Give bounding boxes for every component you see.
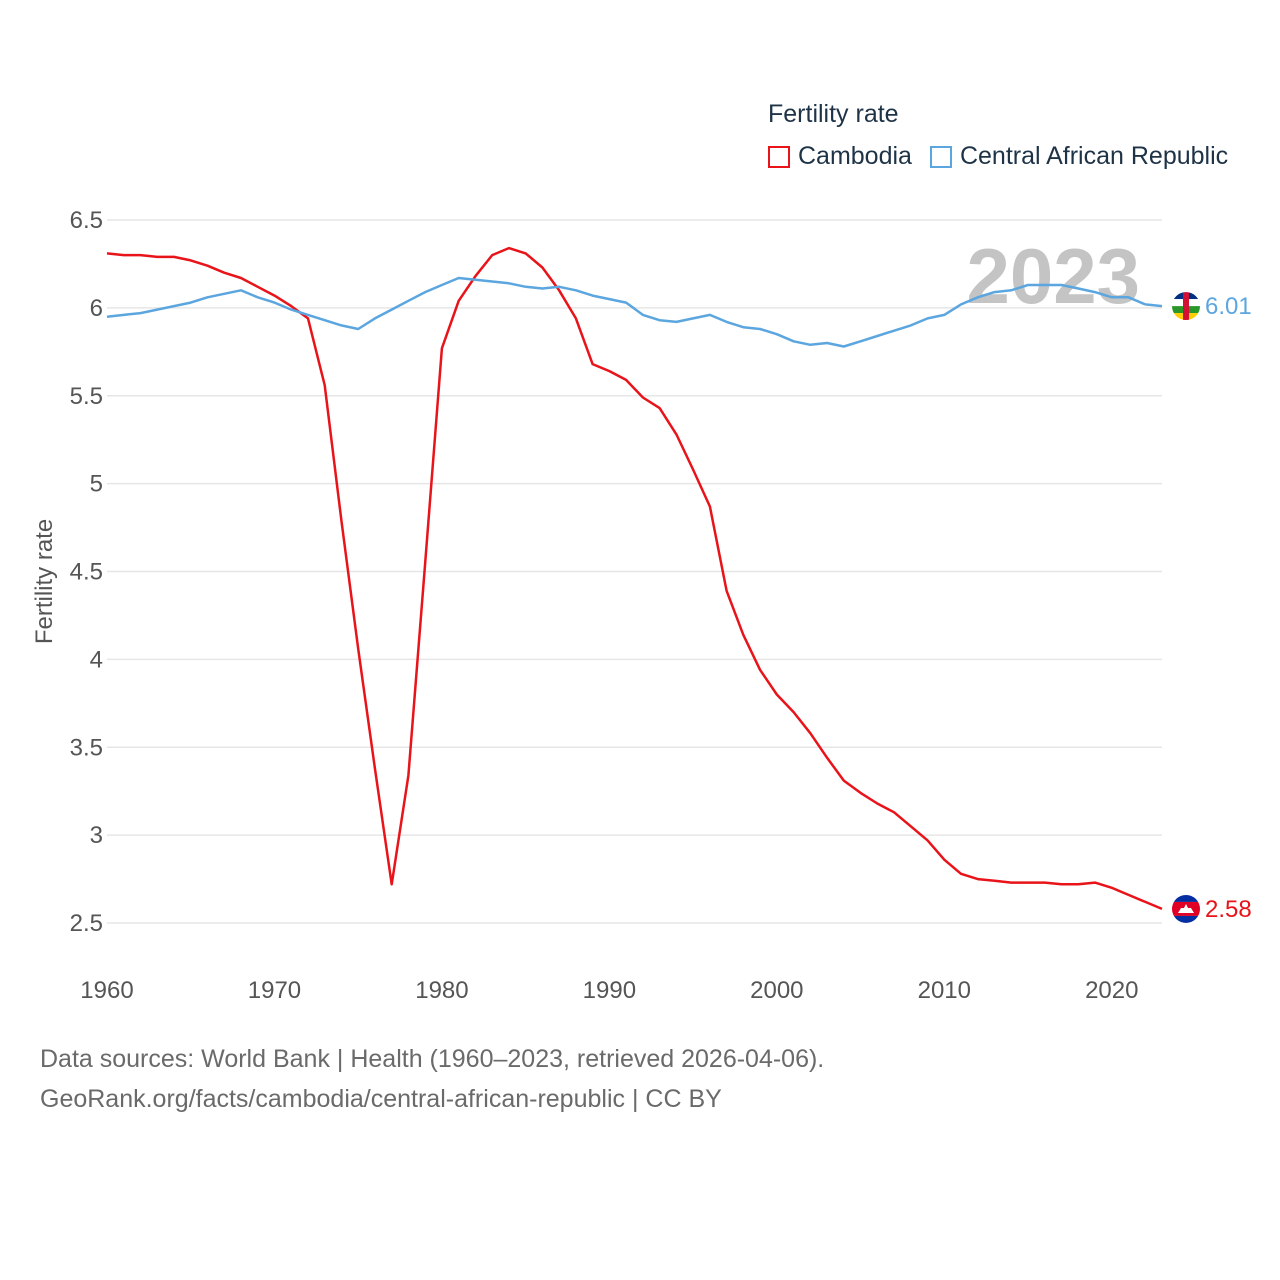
y-tick-label: 3 [90,822,103,849]
y-tick-label: 3.5 [70,734,103,761]
footer-sources: Data sources: World Bank | Health (1960–… [40,1045,825,1073]
end-label-central-african-republic: 6.01 [1205,293,1252,320]
x-tick-label: 2010 [918,977,971,1004]
y-tick-label: 4.5 [70,559,103,586]
legend: Cambodia Central African Republic [768,142,1246,171]
x-tick-label: 2020 [1085,977,1138,1004]
series-line-cambodia [106,246,1163,911]
y-axis-label: Fertility rate [31,519,58,644]
flag-cambodia-icon [1172,894,1200,923]
footer-url: GeoRank.org/facts/cambodia/central-afric… [40,1085,722,1113]
y-tick-label: 2.5 [70,910,103,937]
flag-central-african-republic-icon [1172,292,1200,321]
legend-swatch-cambodia [768,145,790,168]
legend-label-central-african-republic: Central African Republic [959,142,1229,170]
legend-title: Fertility rate [768,100,899,128]
series-line-central-african-republic [106,276,1163,348]
end-label-cambodia: 2.58 [1205,896,1252,923]
y-tick-label: 6.5 [70,207,103,234]
x-tick-label: 1960 [80,977,133,1004]
y-tick-label: 4 [90,646,103,673]
legend-label-cambodia: Cambodia [798,142,912,170]
y-tick-label: 5 [90,471,103,498]
y-tick-label: 6 [90,295,103,322]
legend-item-central-african-republic[interactable]: Central African Republic [929,142,1229,171]
x-tick-label: 1970 [248,977,301,1004]
year-watermark: 2023 [966,232,1140,320]
x-tick-label: 1980 [415,977,468,1004]
x-tick-label: 1990 [583,977,636,1004]
legend-item-cambodia[interactable]: Cambodia [768,142,912,171]
legend-swatch-central-african-republic [929,145,952,168]
x-tick-label: 2000 [750,977,803,1004]
y-tick-label: 5.5 [70,383,103,410]
